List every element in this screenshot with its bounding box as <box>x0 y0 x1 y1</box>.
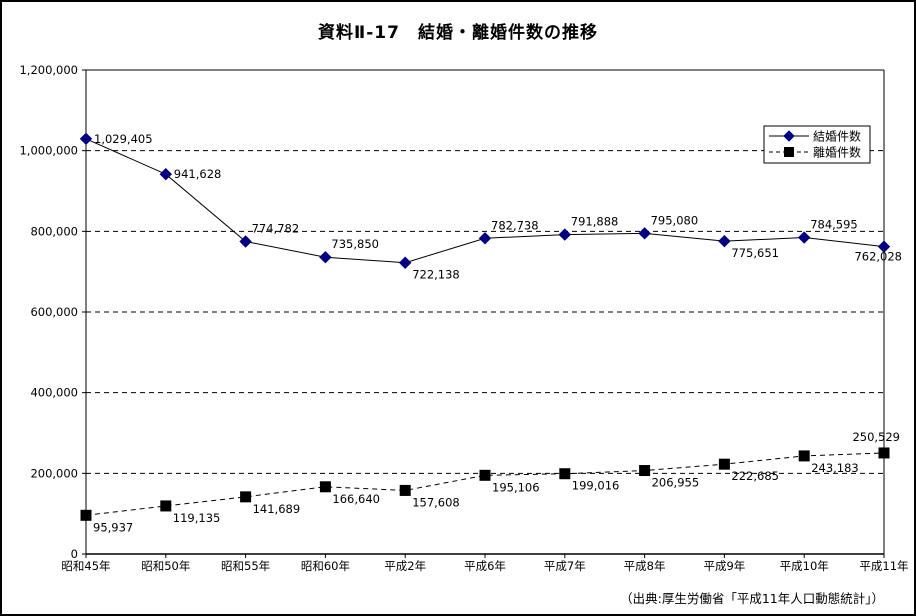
y-tick-label: 400,000 <box>30 386 78 400</box>
data-label: 774,782 <box>252 222 300 236</box>
data-point-marriage <box>159 168 173 181</box>
data-label: 1,029,405 <box>94 132 153 146</box>
data-label: 166,640 <box>332 492 380 506</box>
data-point-marriage <box>79 132 93 146</box>
x-tick-label: 平成10年 <box>780 559 829 573</box>
data-point-divorce <box>798 450 810 462</box>
data-label: 795,080 <box>651 213 699 227</box>
x-tick-label: 平成9年 <box>703 559 745 573</box>
x-tick-label: 平成6年 <box>464 559 506 573</box>
data-label: 722,138 <box>412 268 460 282</box>
data-point-divorce <box>878 447 890 459</box>
data-label: 157,608 <box>412 495 460 509</box>
data-label: 775,651 <box>731 246 779 260</box>
data-label: 141,689 <box>253 502 301 516</box>
x-tick-label: 平成11年 <box>859 559 908 573</box>
data-label: 119,135 <box>173 511 221 525</box>
y-tick-label: 1,200,000 <box>19 63 78 77</box>
data-point-divorce <box>399 484 411 496</box>
data-label: 250,529 <box>852 430 900 444</box>
data-point-marriage <box>638 227 651 240</box>
data-point-marriage <box>797 231 811 244</box>
x-tick-label: 平成2年 <box>384 559 426 573</box>
data-point-marriage <box>558 228 572 241</box>
data-point-marriage <box>319 250 332 264</box>
data-label: 195,106 <box>492 480 540 494</box>
data-point-divorce <box>639 465 651 477</box>
data-point-divorce <box>80 509 92 521</box>
data-point-divorce <box>718 458 730 470</box>
y-tick-label: 1,000,000 <box>19 144 78 158</box>
data-label: 791,888 <box>571 215 619 229</box>
x-tick-label: 昭和55年 <box>221 559 270 573</box>
data-label: 784,595 <box>810 218 858 232</box>
y-tick-label: 0 <box>71 547 78 561</box>
data-point-divorce <box>479 469 491 481</box>
chart-source: （出典:厚生労働省「平成11年人口動態統計」） <box>620 591 884 606</box>
data-point-divorce <box>559 468 571 480</box>
data-label: 206,955 <box>652 476 700 490</box>
y-tick-label: 200,000 <box>30 466 78 480</box>
data-label: 762,028 <box>854 250 902 264</box>
data-point-marriage <box>398 256 412 269</box>
data-point-marriage <box>718 234 731 248</box>
data-point-divorce <box>319 481 331 493</box>
data-label: 95,937 <box>93 520 133 534</box>
legend-marker <box>784 147 794 157</box>
legend-label: 離婚件数 <box>813 145 861 160</box>
data-label: 735,850 <box>331 237 379 251</box>
data-point-divorce <box>240 491 252 503</box>
data-label: 941,628 <box>174 167 222 181</box>
x-tick-label: 昭和45年 <box>61 559 110 573</box>
x-tick-label: 平成8年 <box>624 559 666 573</box>
data-label: 782,738 <box>491 218 539 232</box>
data-point-marriage <box>877 240 891 253</box>
chart-title: 資料Ⅱ-17 結婚・離婚件数の推移 <box>318 23 598 43</box>
data-label: 243,183 <box>811 461 859 475</box>
data-point-marriage <box>239 235 252 248</box>
y-tick-label: 600,000 <box>30 305 78 319</box>
data-point-divorce <box>160 500 172 512</box>
data-label: 199,016 <box>572 479 620 493</box>
legend-box <box>763 125 871 164</box>
series-line-divorce <box>85 452 885 516</box>
data-label: 222,685 <box>731 469 779 483</box>
x-tick-label: 平成7年 <box>544 559 586 573</box>
legend-marker <box>783 130 795 142</box>
y-tick-label: 800,000 <box>30 224 78 238</box>
legend-label: 結婚件数 <box>813 129 861 144</box>
x-tick-label: 昭和60年 <box>301 559 350 573</box>
x-tick-label: 昭和50年 <box>141 559 190 573</box>
data-point-marriage <box>478 232 492 245</box>
